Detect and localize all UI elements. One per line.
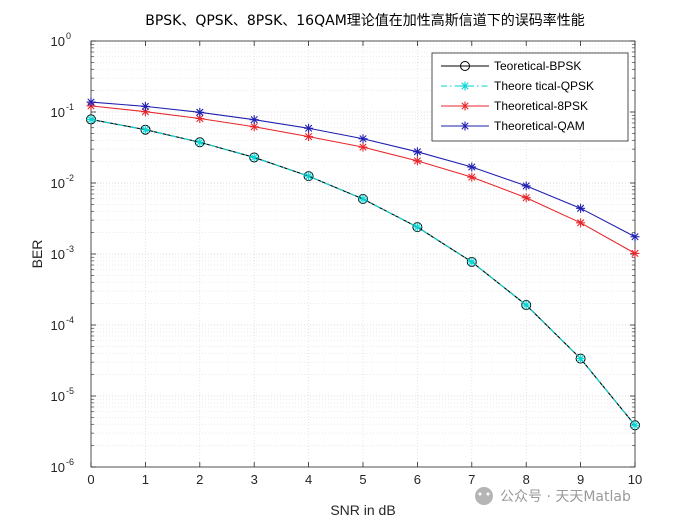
wechat-icon <box>475 487 493 505</box>
data-point <box>140 125 150 135</box>
y-tick-exponent: 0 <box>66 31 71 41</box>
data-point <box>304 132 314 142</box>
y-tick-label: 10 <box>51 389 65 404</box>
legend-entry: Teoretical-BPSK <box>441 59 581 73</box>
x-tick-label: 2 <box>196 472 203 487</box>
data-point <box>467 257 477 267</box>
data-point <box>521 193 531 203</box>
x-tick-label: 9 <box>577 472 584 487</box>
data-point <box>249 152 259 162</box>
series-layer <box>86 97 640 431</box>
x-tick-label: 10 <box>628 472 642 487</box>
data-point <box>576 203 586 213</box>
x-tick-label: 6 <box>414 472 421 487</box>
watermark: 公众号 · 天天Matlab <box>475 487 631 505</box>
legend: Teoretical-BPSK Theore tical-QPSK Theoreti… <box>431 52 629 142</box>
y-tick-exponent: -3 <box>66 244 74 254</box>
x-tick-label: 8 <box>523 472 530 487</box>
data-point <box>86 114 96 124</box>
x-tick-label: 7 <box>468 472 475 487</box>
data-point <box>521 300 531 310</box>
legend-label: Theoretical-8PSK <box>494 99 588 113</box>
data-point <box>412 222 422 232</box>
chart-title: BPSK、QPSK、8PSK、16QAM理论值在加性高斯信道下的误码率性能 <box>145 12 585 29</box>
data-point <box>630 248 640 258</box>
legend-marker <box>460 121 470 131</box>
data-point <box>304 171 314 181</box>
data-point <box>195 113 205 123</box>
x-tick-label: 4 <box>305 472 312 487</box>
data-point <box>412 147 422 157</box>
y-tick-label: 10 <box>51 247 65 262</box>
y-tick-label: 10 <box>51 318 65 333</box>
series-4 <box>86 97 640 242</box>
data-point <box>630 420 640 430</box>
data-point <box>412 156 422 166</box>
data-point <box>630 232 640 242</box>
x-axis-label: SNR in dB <box>330 502 395 518</box>
y-axis-label: BER <box>29 240 45 269</box>
y-tick-label: 10 <box>51 460 65 475</box>
y-tick-exponent: -5 <box>66 386 74 396</box>
y-tick-exponent: -2 <box>66 173 74 183</box>
data-point <box>249 115 259 125</box>
legend-entry: Theoretical-8PSK <box>441 99 588 113</box>
legend-marker <box>460 101 470 111</box>
data-point <box>358 194 368 204</box>
legend-marker <box>460 61 470 71</box>
legend-marker <box>460 81 470 91</box>
y-tick-exponent: -4 <box>66 315 74 325</box>
data-point <box>86 97 96 107</box>
y-tick-label: 10 <box>51 176 65 191</box>
data-point <box>467 172 477 182</box>
y-tick-label: 10 <box>51 105 65 120</box>
data-point <box>358 134 368 144</box>
legend-label: Teoretical-BPSK <box>494 59 581 73</box>
x-tick-label: 3 <box>251 472 258 487</box>
y-tick-exponent: -1 <box>66 102 74 112</box>
data-point <box>521 181 531 191</box>
data-point <box>195 107 205 117</box>
series-2 <box>86 114 640 430</box>
x-tick-labels: 0 1 2 3 4 5 6 7 8 9 10 <box>87 472 642 487</box>
axis-ticks <box>90 40 636 468</box>
y-tick-exponent: -6 <box>66 457 74 467</box>
x-tick-label: 5 <box>359 472 366 487</box>
data-point <box>140 101 150 111</box>
data-point <box>467 162 477 172</box>
legend-entry: Theoretical-QAM <box>441 119 585 133</box>
y-tick-label: 10 <box>51 34 65 49</box>
data-point <box>304 123 314 133</box>
legend-label: Theore tical-QPSK <box>494 79 594 93</box>
data-point <box>358 142 368 152</box>
legend-entry: Theore tical-QPSK <box>441 79 594 93</box>
x-tick-label: 1 <box>142 472 149 487</box>
legend-label: Theoretical-QAM <box>494 119 585 133</box>
data-point <box>576 354 586 364</box>
data-point <box>576 218 586 228</box>
data-point <box>195 137 205 147</box>
watermark-text: 公众号 · 天天Matlab <box>500 489 631 505</box>
x-tick-label: 0 <box>87 472 94 487</box>
